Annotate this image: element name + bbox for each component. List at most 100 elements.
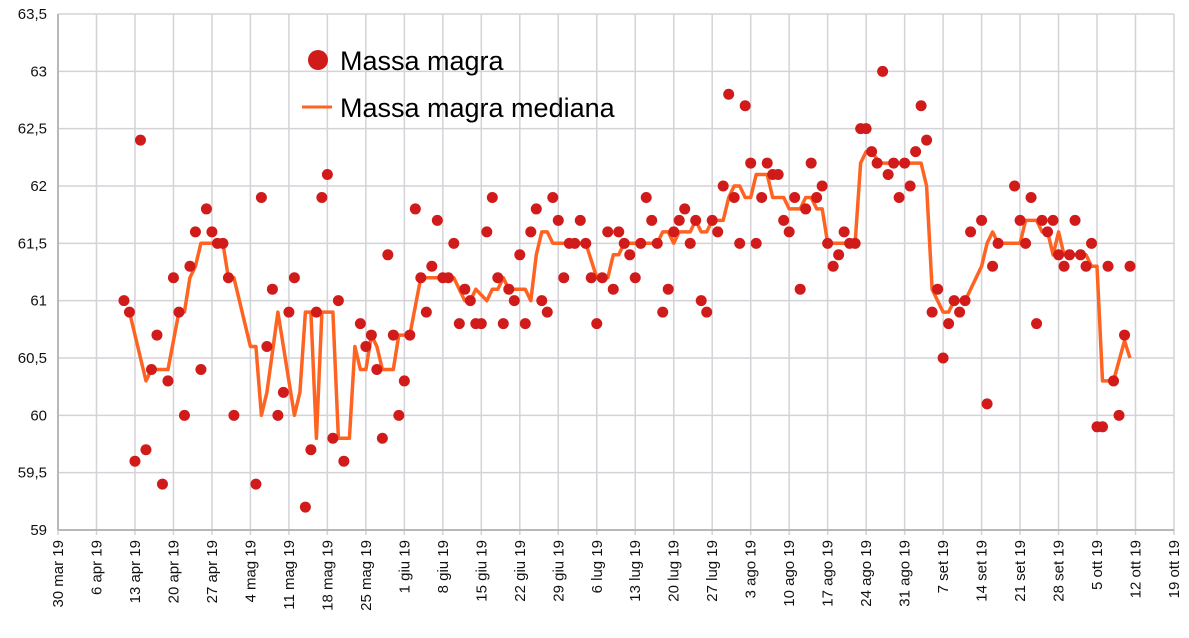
x-tick-label: 1 giu 19 [396, 540, 413, 593]
x-tick-label: 14 set 19 [974, 540, 991, 602]
data-point [679, 203, 691, 215]
y-tick-label: 63,5 [18, 6, 47, 23]
x-tick-label: 18 mag 19 [319, 540, 336, 611]
data-point [266, 283, 278, 295]
data-point [1064, 249, 1076, 261]
x-tick-label: 27 lug 19 [704, 540, 721, 602]
data-point [943, 318, 955, 330]
data-point [145, 363, 157, 375]
data-point [316, 191, 328, 203]
data-point [255, 191, 267, 203]
data-point [706, 214, 718, 226]
data-point [1047, 214, 1059, 226]
x-tick-label: 8 giu 19 [435, 540, 452, 593]
data-point [805, 157, 817, 169]
data-point [398, 375, 410, 387]
data-point [987, 260, 999, 272]
y-axis-ticks: 63,5 63 62,5 62 61,5 61 60,5 60 59,5 59 [18, 6, 47, 539]
data-point [717, 180, 729, 192]
data-point [1080, 260, 1092, 272]
data-point [1108, 375, 1120, 387]
data-point [602, 226, 614, 238]
data-point [288, 272, 300, 284]
y-tick-label: 63 [30, 63, 47, 80]
x-tick-label: 12 ott 19 [1128, 540, 1145, 598]
data-point [508, 295, 520, 307]
x-tick-label: 31 ago 19 [897, 540, 914, 607]
data-point [338, 455, 350, 467]
data-point [448, 237, 460, 249]
data-point [167, 272, 179, 284]
data-point [332, 295, 344, 307]
data-point [739, 100, 751, 112]
data-point [453, 318, 465, 330]
data-point [547, 191, 559, 203]
data-point [976, 214, 988, 226]
x-tick-label: 17 ago 19 [820, 540, 837, 607]
data-point [954, 306, 966, 318]
data-point [206, 226, 218, 238]
points-series [118, 65, 1136, 513]
data-point [580, 237, 592, 249]
data-point [558, 272, 570, 284]
y-tick-label: 62 [30, 178, 47, 195]
data-point [415, 272, 427, 284]
data-point [420, 306, 432, 318]
data-point [915, 100, 927, 112]
data-point [140, 444, 152, 456]
x-tick-label: 13 apr 19 [127, 540, 144, 603]
y-tick-label: 59 [30, 522, 47, 539]
x-tick-label: 28 set 19 [1051, 540, 1068, 602]
data-point [217, 237, 229, 249]
legend-label-median: Massa magra mediana [340, 93, 616, 123]
x-tick-label: 5 ott 19 [1089, 540, 1106, 590]
data-point [921, 134, 933, 146]
data-point [668, 226, 680, 238]
data-point [904, 180, 916, 192]
data-point [173, 306, 185, 318]
x-tick-label: 4 mag 19 [242, 540, 259, 603]
data-point [525, 226, 537, 238]
data-point [750, 237, 762, 249]
data-point [1053, 249, 1065, 261]
data-point [475, 318, 487, 330]
data-point [860, 123, 872, 135]
data-point [882, 169, 894, 181]
data-point [981, 398, 993, 410]
data-point [585, 272, 597, 284]
data-point [283, 306, 295, 318]
data-point [893, 191, 905, 203]
data-point [811, 191, 823, 203]
x-tick-label: 15 giu 19 [473, 540, 490, 602]
data-point [486, 191, 498, 203]
x-tick-label: 21 set 19 [1012, 540, 1029, 602]
x-axis-ticks: 30 mar 19 6 apr 19 13 apr 19 20 apr 19 27 ap… [50, 540, 1183, 611]
data-point [877, 65, 889, 77]
data-point [800, 203, 812, 215]
data-point [189, 226, 201, 238]
data-point [261, 341, 273, 353]
data-point [932, 283, 944, 295]
data-point [514, 249, 526, 261]
legend-label-points: Massa magra [340, 46, 505, 76]
legend-point-marker [308, 50, 328, 70]
data-point [393, 409, 405, 421]
x-tick-label: 22 giu 19 [512, 540, 529, 602]
x-tick-label: 6 lug 19 [589, 540, 606, 593]
data-point [387, 329, 399, 341]
x-tick-label: 24 ago 19 [858, 540, 875, 607]
y-tick-label: 62,5 [18, 121, 47, 138]
data-point [327, 432, 339, 444]
data-point [684, 237, 696, 249]
data-point [833, 249, 845, 261]
data-point [371, 363, 383, 375]
data-point [299, 501, 311, 513]
data-point [360, 341, 372, 353]
data-point [151, 329, 163, 341]
data-point [354, 318, 366, 330]
data-point [162, 375, 174, 387]
x-tick-label: 6 apr 19 [88, 540, 105, 595]
data-point [552, 214, 564, 226]
data-point [827, 260, 839, 272]
data-point [838, 226, 850, 238]
